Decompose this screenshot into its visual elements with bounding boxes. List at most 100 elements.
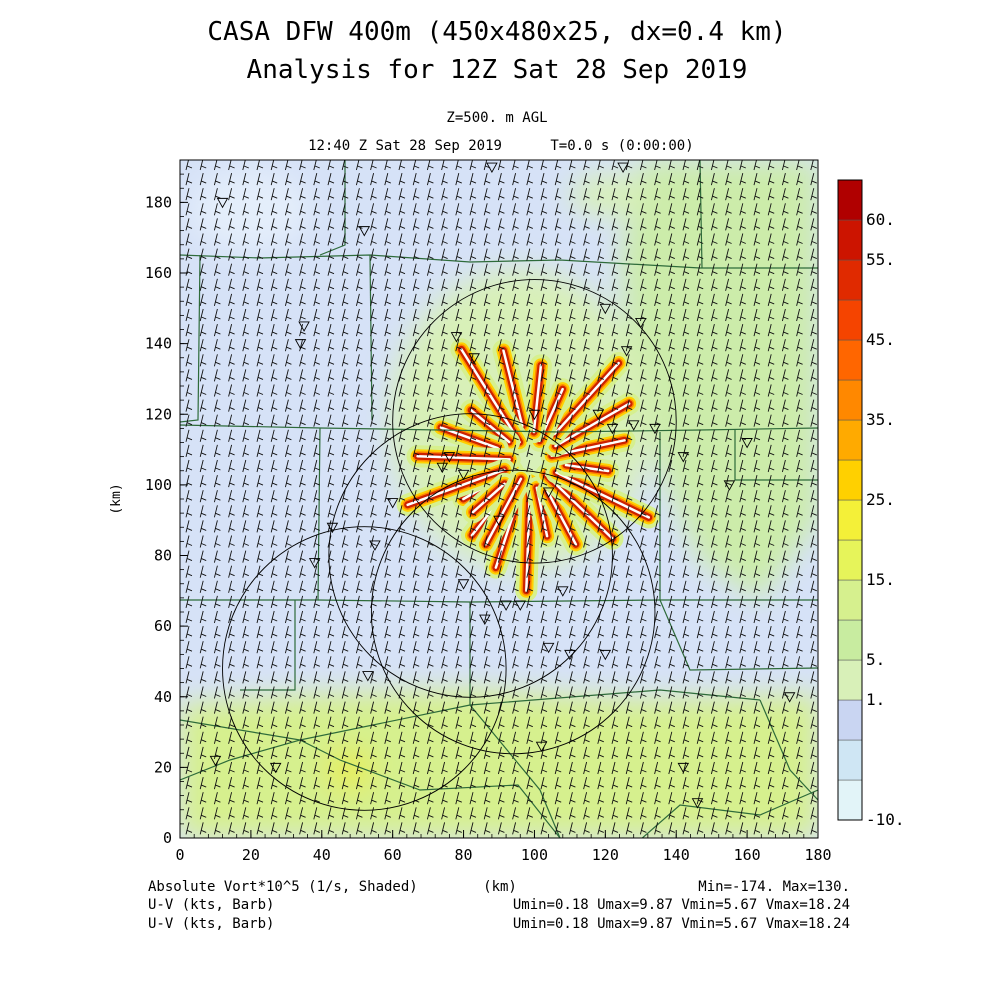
wind-barb <box>597 565 604 578</box>
wind-barb <box>469 278 477 291</box>
wind-barb <box>710 278 718 291</box>
wind-barb <box>668 293 675 307</box>
wind-barb <box>810 248 817 261</box>
wind-barb <box>284 550 292 563</box>
wind-barb <box>654 188 661 201</box>
colorbar-label: -10. <box>866 810 905 829</box>
wind-barb <box>242 444 249 458</box>
wind-barb <box>512 218 519 231</box>
wind-barb <box>639 761 647 775</box>
wind-barb <box>199 459 207 473</box>
wind-barb <box>398 263 406 276</box>
wind-barb <box>299 399 306 412</box>
wind-barb <box>185 354 193 367</box>
wind-barb <box>228 293 235 307</box>
wind-barb <box>412 369 420 382</box>
wind-barb <box>185 188 193 201</box>
wind-barb <box>455 746 462 760</box>
wind-barb <box>739 671 746 684</box>
wind-barb <box>469 520 477 533</box>
wind-barb <box>810 686 817 699</box>
wind-barb <box>256 444 264 458</box>
wind-barb <box>781 641 789 654</box>
wind-barb <box>696 369 704 382</box>
wind-barb <box>199 218 207 231</box>
vortex-center <box>416 454 511 461</box>
wind-barb <box>284 339 292 352</box>
wind-barb <box>710 384 718 397</box>
wind-barb <box>526 339 533 352</box>
wind-barb <box>455 384 462 397</box>
wind-barb <box>455 172 462 186</box>
wind-barb <box>270 218 278 231</box>
wind-barb <box>412 308 420 322</box>
wind-barb <box>426 278 434 291</box>
wind-barb <box>625 807 633 820</box>
wind-barb <box>583 505 590 518</box>
wind-barbs <box>185 160 817 835</box>
wind-barb <box>213 505 221 518</box>
wind-barb <box>370 792 377 805</box>
wind-barb <box>327 399 335 412</box>
wind-barb <box>696 172 704 186</box>
wind-barb <box>256 490 264 503</box>
wind-barb <box>611 520 619 533</box>
wind-barb <box>639 384 647 397</box>
wind-barb <box>767 716 775 729</box>
wind-barb <box>625 429 633 442</box>
wind-barb <box>753 263 761 276</box>
wind-barb <box>469 248 477 261</box>
wind-barb <box>796 339 803 352</box>
wind-barb <box>753 595 761 609</box>
wind-barb <box>284 625 292 639</box>
wind-barb <box>412 354 420 367</box>
wind-barb <box>426 746 434 760</box>
wind-barb <box>355 399 363 412</box>
wind-barb <box>696 278 704 291</box>
wind-barb <box>753 444 761 458</box>
wind-barb <box>270 656 278 669</box>
wind-barb <box>483 369 491 382</box>
wind-barb <box>526 490 533 503</box>
field-label: Absolute Vort*10^5 (1/s, Shaded) <box>148 879 418 895</box>
wind-barb <box>426 293 434 307</box>
wind-barb <box>781 610 789 624</box>
wind-barb <box>412 595 420 609</box>
wind-barb <box>185 746 193 760</box>
wind-barb <box>185 414 193 427</box>
wind-barb <box>682 354 690 367</box>
wind-barb <box>341 625 349 639</box>
wind-barb <box>781 459 789 473</box>
vortex-center <box>484 477 523 546</box>
wind-barb <box>625 550 633 563</box>
wind-barb <box>270 580 278 593</box>
wind-barb <box>483 701 491 714</box>
wind-barb <box>341 792 349 805</box>
wind-barb <box>739 520 746 533</box>
wind-barb <box>213 822 221 835</box>
wind-barb <box>796 731 803 744</box>
wind-barb <box>270 293 278 307</box>
wind-barb <box>739 656 746 669</box>
wind-barb <box>597 414 604 427</box>
wind-barb <box>725 218 732 231</box>
wind-barb <box>185 595 193 609</box>
wind-barb <box>270 160 278 171</box>
wind-barb <box>299 505 306 518</box>
wind-barb <box>625 339 633 352</box>
wind-barb <box>611 399 619 412</box>
wind-barb <box>412 505 420 518</box>
wind-barb <box>426 671 434 684</box>
wind-barb <box>625 641 633 654</box>
wind-barb <box>398 701 406 714</box>
wind-barb <box>299 354 306 367</box>
wind-barb <box>384 807 391 820</box>
wind-barb <box>725 807 732 820</box>
wind-barb <box>739 716 746 729</box>
wind-barb <box>597 203 604 216</box>
wind-barb <box>341 490 349 503</box>
wind-barb <box>341 761 349 775</box>
wind-barb <box>512 671 519 684</box>
wind-barb <box>526 580 533 593</box>
wind-barb <box>526 263 533 276</box>
